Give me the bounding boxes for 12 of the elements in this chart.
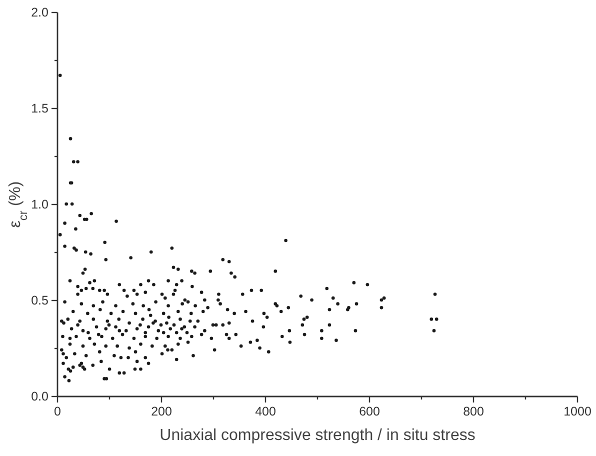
y-tick-label: 1.5	[31, 102, 49, 116]
x-tick-label: 200	[151, 404, 172, 418]
x-tick-label: 1000	[564, 404, 592, 418]
y-tick-label: 0.5	[31, 294, 49, 308]
y-tick-label: 2.0	[31, 6, 49, 20]
x-tick-label: 0	[54, 404, 62, 418]
y-tick-label: 0.0	[31, 390, 49, 404]
x-tick-label: 800	[463, 404, 484, 418]
x-tick-label: 600	[359, 404, 380, 418]
x-axis-title: Uniaxial compressive strength / in situ stress	[160, 427, 476, 444]
y-tick-label: 1.0	[31, 198, 49, 212]
x-tick-label: 400	[255, 404, 276, 418]
